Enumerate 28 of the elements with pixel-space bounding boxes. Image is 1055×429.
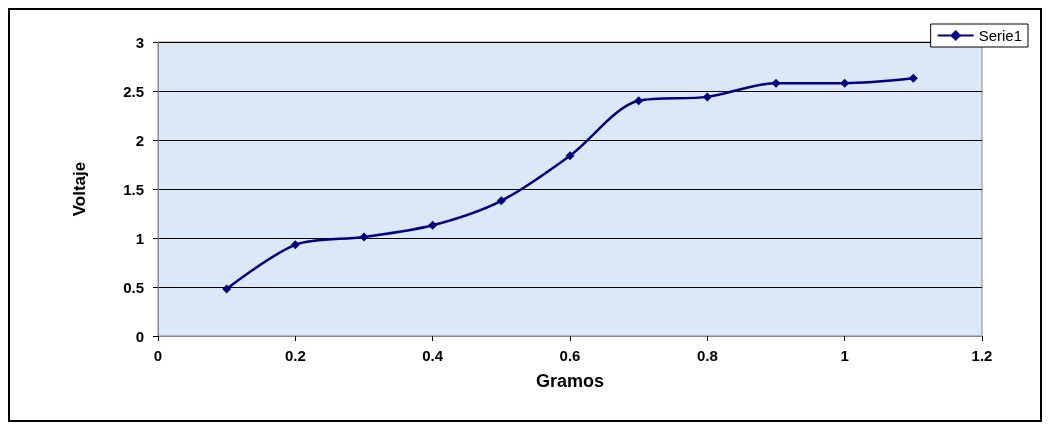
point <box>222 284 232 294</box>
point <box>496 196 506 206</box>
y-axis-title: Voltaje <box>70 161 89 217</box>
point <box>565 151 575 161</box>
y-tick-label: 1 <box>135 229 144 247</box>
x-tick-label: 0.8 <box>696 347 718 364</box>
x-tick-label: 0.6 <box>559 347 581 364</box>
point <box>840 78 850 88</box>
legend-label: Serie1 <box>978 27 1022 44</box>
y-tick-label: 2 <box>135 131 144 149</box>
point <box>702 92 712 102</box>
point <box>908 73 918 83</box>
point <box>634 96 644 106</box>
point <box>290 240 300 250</box>
x-tick-label: 0 <box>153 347 163 364</box>
x-tick-label: 1.2 <box>971 347 993 364</box>
point <box>428 220 438 230</box>
y-tick-label: 1.5 <box>123 180 144 198</box>
y-tick-label: 0.5 <box>123 278 144 296</box>
x-tick-label: 0.2 <box>284 347 306 364</box>
x-tick-label: 1 <box>840 347 849 364</box>
point <box>771 78 781 88</box>
y-tick-label: 2.5 <box>123 82 144 100</box>
y-tick-label: 0 <box>135 327 144 345</box>
point <box>359 232 369 242</box>
y-tick-label: 3 <box>135 33 144 51</box>
x-axis-title: Gramos <box>535 371 605 391</box>
x-tick-label: 0.4 <box>422 347 444 364</box>
